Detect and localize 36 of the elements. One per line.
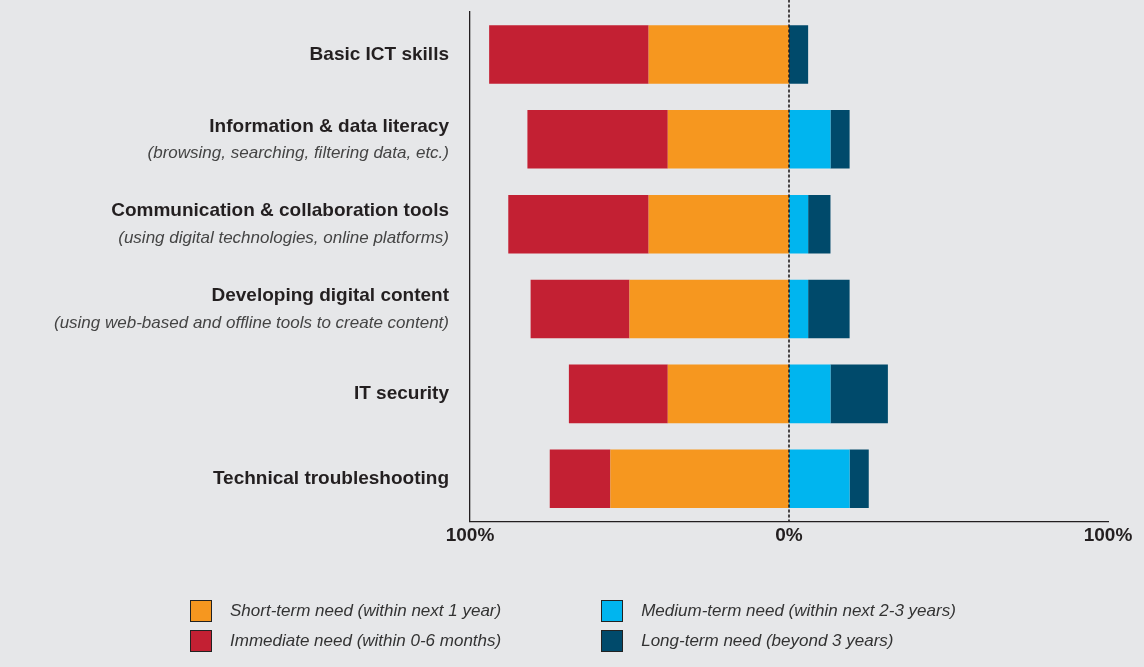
- bar: [629, 279, 789, 339]
- x-tick-label: 100%: [445, 523, 495, 545]
- bar: [667, 110, 789, 169]
- y-tick-label: Basic ICT skills: [309, 42, 449, 64]
- legend-label: Immediate need (within 0-6 months): [230, 631, 502, 651]
- bar: [830, 364, 888, 424]
- bar: [667, 364, 789, 424]
- y-tick-label: Communication & collaboration tools (using digital technologies, online platforms): [111, 199, 449, 247]
- y-tick-label: Technical troubleshooting: [212, 467, 449, 488]
- y-tick-label: IT security: [353, 382, 450, 404]
- bar: [648, 25, 789, 84]
- bar: [849, 449, 869, 509]
- bar: [789, 364, 831, 424]
- bar: [830, 110, 850, 169]
- bar: [789, 25, 809, 84]
- y-tick-label: Developing digital content (using web-based and offline tools to create content): [53, 284, 450, 332]
- legend-label: Medium-term need (within next 2-3 years): [641, 601, 956, 621]
- bar: [789, 279, 809, 339]
- bar: [508, 194, 649, 254]
- bar: [489, 25, 649, 84]
- legend-label: Short-term need (within next 1 year): [230, 601, 502, 621]
- bar: [527, 110, 668, 169]
- bar: [610, 449, 789, 509]
- bar: [789, 449, 850, 509]
- x-tick-label: 100%: [1083, 523, 1133, 545]
- bar: [808, 194, 831, 254]
- bar: [648, 194, 789, 254]
- bar: [530, 279, 630, 339]
- bar: [789, 110, 831, 169]
- bar: [789, 194, 809, 254]
- legend-label: Long-term need (beyond 3 years): [641, 631, 894, 651]
- bar: [568, 364, 668, 424]
- x-tick-label: 0%: [775, 523, 803, 545]
- bar: [549, 449, 611, 509]
- y-tick-label: Information & data literacy (browsing, searching, filtering data, etc.): [147, 114, 450, 163]
- bar: [808, 279, 850, 339]
